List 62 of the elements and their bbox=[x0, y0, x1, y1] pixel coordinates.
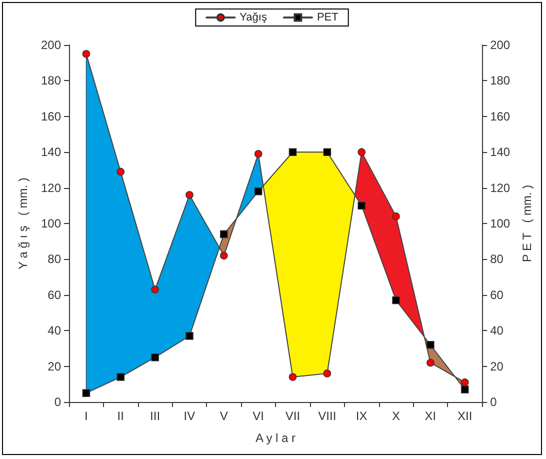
y2-axis-title: P E T ( mm. ) bbox=[520, 184, 534, 262]
point bbox=[323, 370, 332, 378]
y2-tick-label: 80 bbox=[490, 252, 504, 266]
x-tick-label: IX bbox=[356, 409, 368, 423]
point bbox=[392, 296, 400, 304]
x-tick-label: VII bbox=[285, 409, 300, 423]
y2-tick-label: 120 bbox=[490, 180, 510, 195]
y-tick-label: 60 bbox=[48, 288, 62, 302]
point bbox=[323, 148, 332, 156]
point bbox=[254, 150, 262, 158]
x-tick-label: III bbox=[150, 409, 160, 423]
legend-label: PET bbox=[316, 12, 339, 24]
point bbox=[220, 252, 228, 260]
y2-tick-label: 180 bbox=[490, 74, 510, 88]
y-axis-title: Y a ğ ı ş ( mm. ) bbox=[16, 178, 30, 270]
point bbox=[358, 148, 366, 156]
y-tick-label: 160 bbox=[40, 109, 62, 124]
x-tick-label: V bbox=[220, 409, 228, 423]
y2-tick-label: 100 bbox=[490, 216, 510, 230]
x-tick-label: XII bbox=[458, 409, 472, 423]
x-tick-label: VI bbox=[252, 409, 264, 423]
x-tick-label: XI bbox=[424, 409, 436, 423]
y-tick-label: 0 bbox=[54, 395, 62, 409]
y-tick-label: 20 bbox=[48, 359, 62, 374]
point bbox=[288, 373, 297, 381]
x-tick-label: X bbox=[392, 409, 400, 423]
point bbox=[288, 148, 297, 156]
y-tick-label: 140 bbox=[40, 145, 62, 160]
point bbox=[392, 212, 400, 220]
point bbox=[82, 50, 90, 58]
point bbox=[116, 168, 125, 176]
y2-tick-label: 200 bbox=[490, 38, 510, 52]
point bbox=[358, 202, 366, 210]
y-tick-label: 120 bbox=[40, 180, 62, 195]
point bbox=[426, 358, 434, 367]
x-tick-label: I bbox=[84, 409, 88, 423]
point bbox=[186, 191, 194, 199]
point bbox=[460, 378, 469, 386]
point bbox=[116, 373, 125, 381]
y-tick-label: 80 bbox=[48, 252, 62, 266]
point bbox=[426, 340, 434, 349]
y-tick-label: 40 bbox=[48, 324, 62, 338]
y2-tick-label: 0 bbox=[490, 395, 498, 409]
y2-tick-label: 40 bbox=[490, 324, 504, 338]
y-tick-label: 180 bbox=[40, 74, 62, 88]
y2-tick-label: 140 bbox=[490, 145, 510, 160]
x-tick-label: IV bbox=[184, 409, 196, 423]
point bbox=[82, 389, 90, 397]
x-tick-label: II bbox=[117, 409, 124, 423]
y-tick-label: 100 bbox=[40, 216, 62, 230]
y2-tick-label: 160 bbox=[490, 109, 510, 124]
x-axis-title: A y l a r bbox=[256, 431, 296, 445]
point bbox=[151, 286, 159, 294]
y2-tick-label: 60 bbox=[490, 288, 504, 302]
x-tick-label: VIII bbox=[318, 409, 336, 423]
y2-tick-label: 20 bbox=[490, 359, 504, 374]
point bbox=[254, 187, 262, 196]
point bbox=[186, 332, 194, 340]
point bbox=[151, 353, 159, 362]
point bbox=[460, 386, 469, 394]
y-tick-label: 200 bbox=[40, 38, 62, 52]
legend-label: Yağış bbox=[240, 12, 268, 24]
